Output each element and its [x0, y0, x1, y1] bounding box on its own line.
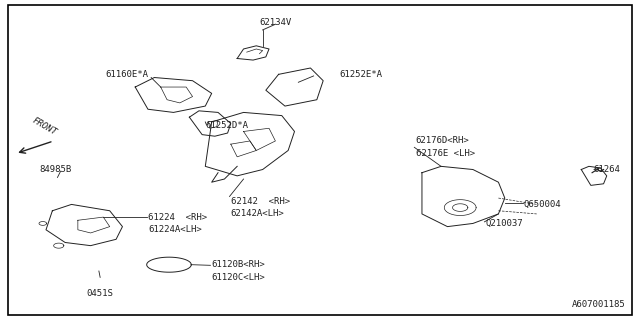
Text: 62176D<RH>: 62176D<RH> [415, 136, 469, 146]
Text: 61224A<LH>: 61224A<LH> [148, 225, 202, 234]
Text: 62134V: 62134V [259, 18, 291, 27]
Text: 61224  <RH>: 61224 <RH> [148, 212, 207, 222]
Text: 62176E <LH>: 62176E <LH> [415, 149, 475, 158]
Text: 61252D*A: 61252D*A [205, 121, 248, 130]
Text: 0451S: 0451S [87, 289, 113, 298]
Text: 62142A<LH>: 62142A<LH> [231, 209, 285, 219]
Text: 84985B: 84985B [40, 165, 72, 174]
Text: 61120C<LH>: 61120C<LH> [212, 273, 266, 282]
Text: 61264: 61264 [593, 165, 620, 174]
Text: 62142  <RH>: 62142 <RH> [231, 197, 290, 206]
Text: Q650004: Q650004 [524, 200, 561, 209]
Text: Q210037: Q210037 [486, 219, 524, 228]
Text: A607001185: A607001185 [572, 300, 626, 309]
Text: 61160E*A: 61160E*A [105, 70, 148, 79]
Text: 61120B<RH>: 61120B<RH> [212, 260, 266, 269]
Text: 61252E*A: 61252E*A [339, 70, 382, 79]
Text: FRONT: FRONT [30, 116, 58, 137]
